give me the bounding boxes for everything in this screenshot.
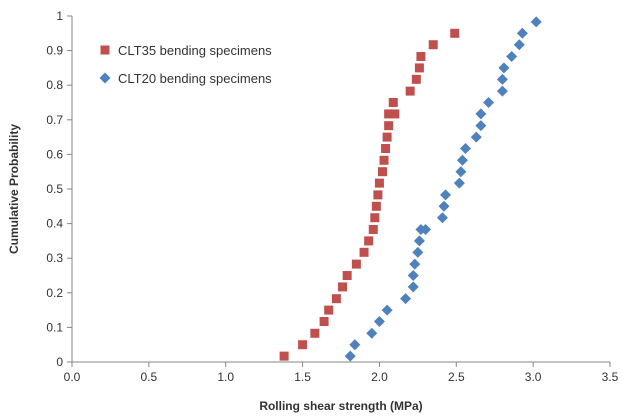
data-point-diamond [373,316,385,328]
data-point-square [384,121,394,131]
data-point-square [388,98,398,107]
y-tick-label: 0.2 [46,286,63,300]
x-axis-title: Rolling shear strength (MPa) [259,399,422,413]
data-point-square [450,28,460,38]
data-point-diamond [440,189,452,201]
data-point-diamond [438,200,450,212]
data-point-diamond [455,166,467,178]
x-tick-label: 2.0 [371,370,388,384]
data-point-square [416,51,426,61]
data-point-square [370,213,380,223]
x-tick-label: 1.5 [294,370,311,384]
data-point-diamond [349,339,361,351]
data-point-diamond [456,154,468,166]
legend-label: CLT20 bending specimens [118,71,272,86]
y-tick-label: 0.5 [46,182,63,196]
x-tick-label: 0.5 [141,370,158,384]
y-tick-label: 0 [56,355,63,369]
data-point-square [390,109,400,119]
data-point-square [381,144,391,154]
data-points [279,16,542,362]
data-point-diamond [496,85,508,97]
data-point-diamond [483,97,495,108]
x-tick-label: 2.5 [448,370,465,384]
data-point-diamond [436,212,448,224]
y-tick-label: 1 [56,9,63,23]
y-tick-label: 0.3 [46,251,63,265]
data-point-square [310,328,320,338]
data-point-square [414,63,424,73]
data-point-diamond [407,270,419,281]
data-point-square [382,132,392,142]
y-tick-label: 0.9 [46,44,63,58]
data-point-square [338,282,348,292]
legend-label: CLT35 bending specimens [118,43,272,58]
data-point-diamond [460,143,472,155]
data-point-square [368,224,378,234]
data-point-diamond [496,73,508,85]
y-tick-label: 0.4 [46,217,63,231]
data-point-diamond [516,27,528,39]
y-tick-label: 0.8 [46,78,63,92]
data-point-diamond [513,39,525,51]
data-point-square [364,236,374,246]
x-tick-label: 3.5 [602,370,619,384]
y-tick-label: 0.7 [46,113,63,127]
data-point-diamond [344,350,356,362]
data-point-square [319,317,329,327]
data-point-square [371,201,381,211]
data-point-square [379,155,389,165]
data-point-square [373,190,383,200]
data-point-square [359,247,369,257]
data-point-square [428,40,438,50]
x-tick-label: 1.0 [217,370,234,384]
legend-marker-diamond [99,72,111,84]
x-tick-label: 3.0 [525,370,542,384]
data-point-diamond [453,177,465,189]
data-point-diamond [475,108,487,120]
data-point-square [411,74,421,84]
data-point-square [298,340,308,350]
data-point-diamond [530,16,542,28]
data-point-diamond [498,62,510,74]
data-point-square [405,86,415,96]
data-point-square [384,109,394,119]
data-point-diamond [412,246,424,258]
data-point-square [324,305,334,315]
y-tick-labels: 0 0.1 0.2 0.3 0.4 0.5 0.6 0.7 0.8 0.9 1 [46,9,72,369]
data-point-diamond [470,131,482,143]
y-tick-label: 0.1 [46,320,63,334]
data-point-diamond [506,50,518,62]
data-point-square [378,167,388,177]
y-tick-label: 0.6 [46,147,63,161]
x-tick-labels: 0.0 0.5 1.0 1.5 2.0 2.5 3.0 3.5 [64,362,619,384]
data-point-diamond [420,223,432,235]
axes [71,16,610,363]
x-tick-label: 0.0 [64,370,81,384]
data-point-square [374,178,384,188]
data-point-diamond [400,293,412,305]
data-point-diamond [381,304,393,316]
data-point-diamond [409,258,421,270]
data-point-diamond [413,235,425,247]
data-point-square [342,271,352,280]
legend: CLT35 bending specimens CLT20 bending spe… [99,43,272,86]
data-point-diamond [366,327,378,339]
data-point-diamond [475,120,487,132]
legend-marker-square [100,45,110,55]
data-point-square [331,294,341,304]
data-point-square [351,259,361,269]
data-point-square [279,351,289,361]
data-point-diamond [407,281,419,293]
y-axis-title: Cumulative Probability [7,124,21,254]
